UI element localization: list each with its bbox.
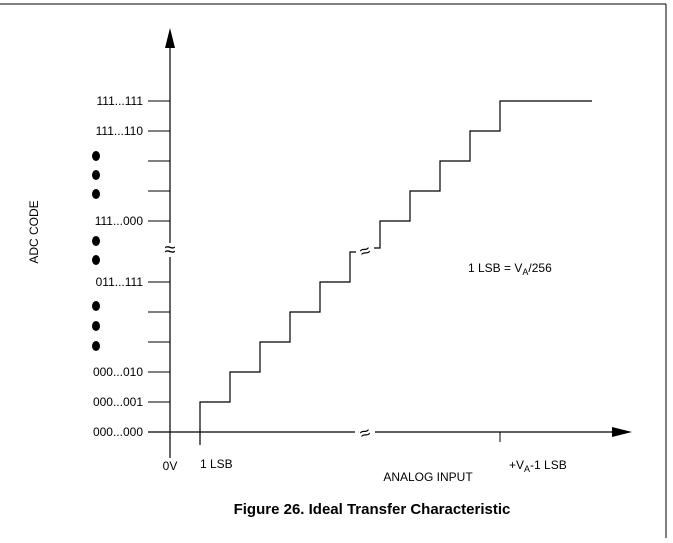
staircase-break-icon: ≈ xyxy=(357,240,373,262)
y-code-label: 111...110 xyxy=(96,124,144,138)
y-code-label: 111...000 xyxy=(95,214,144,228)
ellipsis-dot xyxy=(92,341,100,351)
ellipsis-dot xyxy=(92,151,100,161)
ellipsis-dot xyxy=(92,255,100,265)
y-code-label: 000...001 xyxy=(93,395,143,409)
y-code-label: 000...010 xyxy=(93,365,143,379)
staircase-upper xyxy=(374,100,592,249)
ellipsis-dot xyxy=(92,321,100,331)
x-axis-label: ANALOG INPUT xyxy=(383,470,473,484)
y-axis-label: ADC CODE xyxy=(27,200,41,263)
ellipsis-dots xyxy=(92,151,100,351)
staircase-lower xyxy=(199,251,356,445)
y-code-label: 000...000 xyxy=(93,425,143,439)
x-label-origin: 0V xyxy=(163,459,178,473)
x-label-last: +VA-1 LSB xyxy=(509,458,567,474)
y-axis-break-icon: ≈ xyxy=(165,239,176,261)
ellipsis-dot xyxy=(92,189,100,199)
lsb-annotation: 1 LSB = VA/256 xyxy=(468,261,552,277)
x-axis-break-mask xyxy=(355,427,375,437)
y-ticks xyxy=(148,100,170,403)
ellipsis-dot xyxy=(92,301,100,311)
x-label-first: 1 LSB xyxy=(200,457,233,471)
y-code-label: 011...111 xyxy=(96,275,144,289)
y-axis-arrow xyxy=(165,28,175,48)
y-axis-break-mask xyxy=(162,243,178,257)
figure-caption: Figure 26. Ideal Transfer Characteristic xyxy=(234,501,511,518)
ellipsis-dot xyxy=(92,170,100,180)
ellipsis-dot xyxy=(92,236,100,246)
x-axis-arrow xyxy=(612,427,632,437)
y-code-label: 111...111 xyxy=(97,94,144,108)
